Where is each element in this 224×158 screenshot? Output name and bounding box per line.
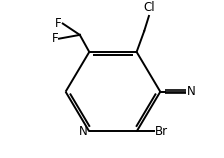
Text: N: N bbox=[187, 85, 196, 98]
Text: F: F bbox=[55, 17, 62, 30]
Text: N: N bbox=[79, 125, 87, 138]
Text: Cl: Cl bbox=[143, 1, 155, 14]
Text: Br: Br bbox=[155, 125, 168, 138]
Text: F: F bbox=[51, 32, 58, 45]
